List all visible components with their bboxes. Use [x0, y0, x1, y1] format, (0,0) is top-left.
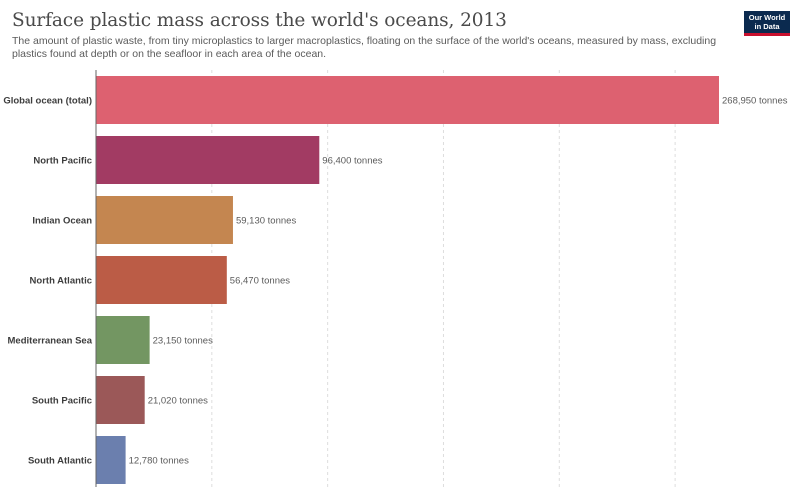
category-label: Indian Ocean: [32, 216, 92, 227]
bar: [96, 136, 320, 184]
value-label: 96,400 tonnes: [322, 156, 382, 167]
value-label: 268,950 tonnes: [722, 96, 788, 107]
bar: [96, 436, 126, 484]
chart-title: Surface plastic mass across the world's …: [12, 10, 507, 31]
value-label: 56,470 tonnes: [230, 276, 290, 287]
category-label: South Pacific: [32, 396, 92, 407]
bar: [96, 316, 150, 364]
bar: [96, 196, 233, 244]
logo-line-1: Our World: [748, 13, 786, 22]
bar: [96, 376, 145, 424]
value-label: 12,780 tonnes: [129, 456, 189, 467]
category-label: North Pacific: [33, 156, 92, 167]
category-label: North Atlantic: [30, 276, 92, 287]
logo-line-2: in Data: [754, 21, 780, 31]
category-label: Global ocean (total): [3, 96, 92, 107]
bar: [96, 256, 227, 304]
category-label: South Atlantic: [28, 456, 92, 467]
value-label: 23,150 tonnes: [153, 336, 213, 347]
value-label: 21,020 tonnes: [148, 396, 208, 407]
value-label: 59,130 tonnes: [236, 216, 296, 227]
chart-subtitle: The amount of plastic waste, from tiny m…: [12, 35, 717, 60]
bar: [96, 76, 719, 124]
owid-logo[interactable]: Our World in Data: [744, 11, 790, 36]
category-label: Mediterranean Sea: [8, 336, 93, 347]
